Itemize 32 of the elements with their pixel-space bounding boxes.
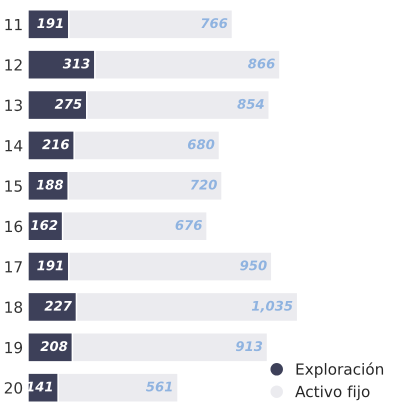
data-label: 188: [36, 180, 64, 190]
y-tick-label: 16: [5, 220, 22, 232]
data-label: 720: [190, 180, 217, 190]
y-tick-label: 14: [5, 140, 22, 152]
legend-label: Activo fijo: [295, 385, 370, 400]
y-tick-label: 11: [5, 18, 22, 30]
data-label: 191: [37, 260, 63, 270]
y-tick-label: 12: [5, 59, 22, 70]
data-label: 680: [188, 139, 214, 150]
data-label: 275: [54, 98, 82, 109]
data-label: 676: [176, 220, 202, 230]
data-label: 141: [26, 382, 52, 392]
y-tick-label: 18: [5, 301, 22, 313]
data-label: 208: [40, 341, 68, 352]
data-label: 854: [237, 98, 264, 109]
data-label: 1,035: [252, 300, 292, 312]
data-label: 216: [42, 139, 70, 150]
data-label: 313: [62, 58, 90, 69]
data-label: 191: [37, 18, 63, 28]
data-label: 913: [236, 341, 262, 352]
y-tick-label: 19: [5, 342, 22, 354]
data-label: 950: [240, 260, 267, 270]
data-label: 227: [44, 300, 72, 311]
y-tick-label: 13: [5, 100, 22, 112]
data-label: 866: [248, 58, 275, 69]
y-tick-label: 20: [4, 382, 22, 394]
y-tick-label: 15: [5, 180, 22, 192]
y-tick-label: 17: [5, 261, 22, 272]
data-label: 561: [146, 382, 172, 392]
data-label: 766: [201, 18, 228, 28]
legend-label: Exploración: [296, 362, 384, 378]
data-label: 162: [31, 220, 58, 230]
